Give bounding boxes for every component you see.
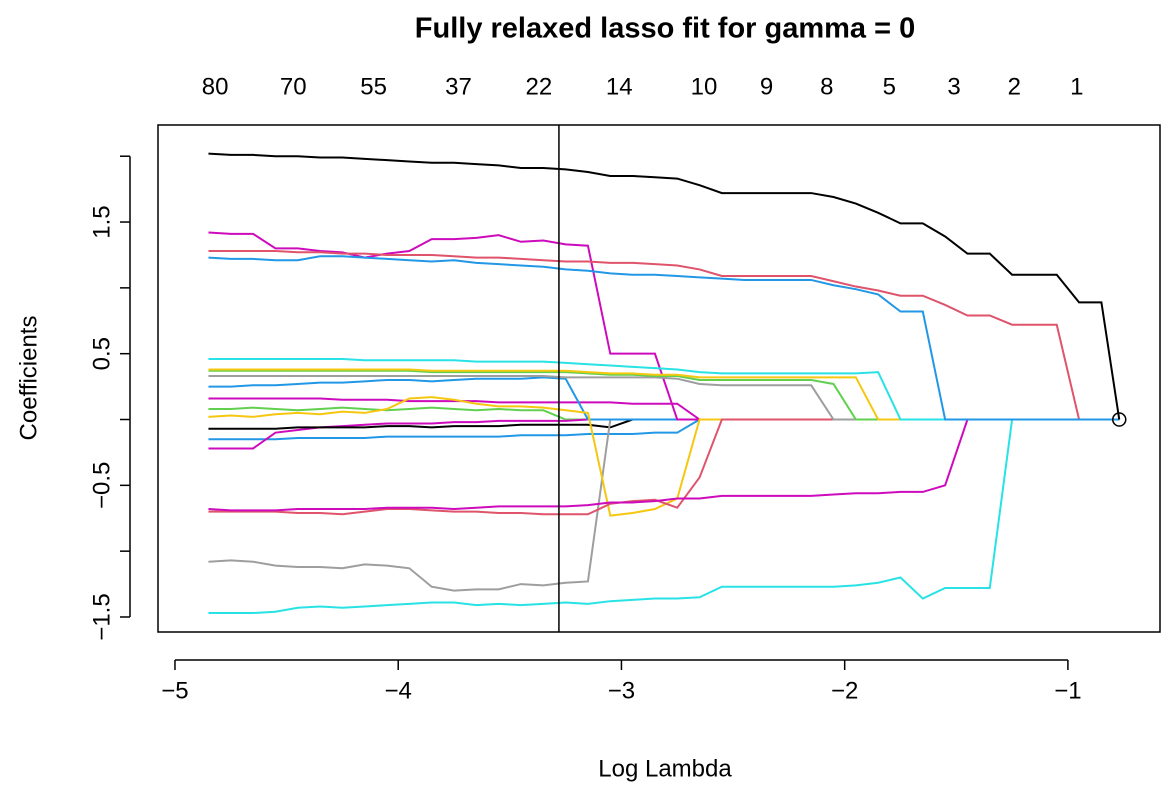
coefficient-path [208, 418, 1120, 615]
top-tick-label: 80 [202, 73, 229, 100]
coefficient-path [208, 418, 1120, 450]
top-tick-label: 1 [1070, 73, 1083, 100]
top-tick-label: 3 [947, 73, 960, 100]
top-tick-label: 37 [445, 73, 472, 100]
top-tick-label: 2 [1008, 73, 1021, 100]
top-tick-label: 70 [280, 73, 307, 100]
x-tick-label: −4 [385, 677, 412, 704]
coefficient-path [208, 357, 1120, 421]
x-axis-label: Log Lambda [598, 755, 732, 782]
coefficient-path [208, 418, 1120, 441]
x-tick-label: −2 [831, 677, 858, 704]
coefficient-path [208, 249, 1120, 421]
x-tick-label: −3 [608, 677, 635, 704]
top-tick-label: 55 [360, 73, 387, 100]
coefficient-path [208, 396, 1120, 517]
coefficient-path [208, 152, 1121, 420]
chart-title: Fully relaxed lasso fit for gamma = 0 [415, 13, 915, 45]
coefficient-path [208, 418, 1120, 430]
y-tick-label: −1.5 [88, 593, 115, 640]
top-tick-label: 9 [760, 73, 773, 100]
y-tick-label: 1.5 [88, 205, 115, 238]
plot-area [208, 152, 1121, 615]
top-tick-label: 8 [820, 73, 833, 100]
top-tick-label: 22 [525, 73, 552, 100]
coefficient-path [208, 397, 1120, 421]
plot-frame [157, 124, 1161, 633]
coefficient-path [208, 376, 1120, 421]
y-tick-label: −0.5 [88, 462, 115, 509]
coefficient-path [208, 231, 1120, 421]
top-tick-label: 5 [883, 73, 896, 100]
end-marker [1112, 412, 1127, 427]
top-tick-label: 14 [606, 73, 633, 100]
y-axis-label: Coefficients [15, 316, 42, 441]
coefficient-path [208, 406, 1120, 421]
x-tick-label: −1 [1054, 677, 1081, 704]
coefficient-path [208, 255, 1120, 421]
top-tick-label: 10 [691, 73, 718, 100]
x-tick-label: −5 [161, 677, 188, 704]
y-tick-label: 0.5 [88, 337, 115, 370]
